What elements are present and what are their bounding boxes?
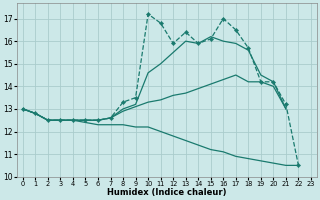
X-axis label: Humidex (Indice chaleur): Humidex (Indice chaleur) [107, 188, 227, 197]
